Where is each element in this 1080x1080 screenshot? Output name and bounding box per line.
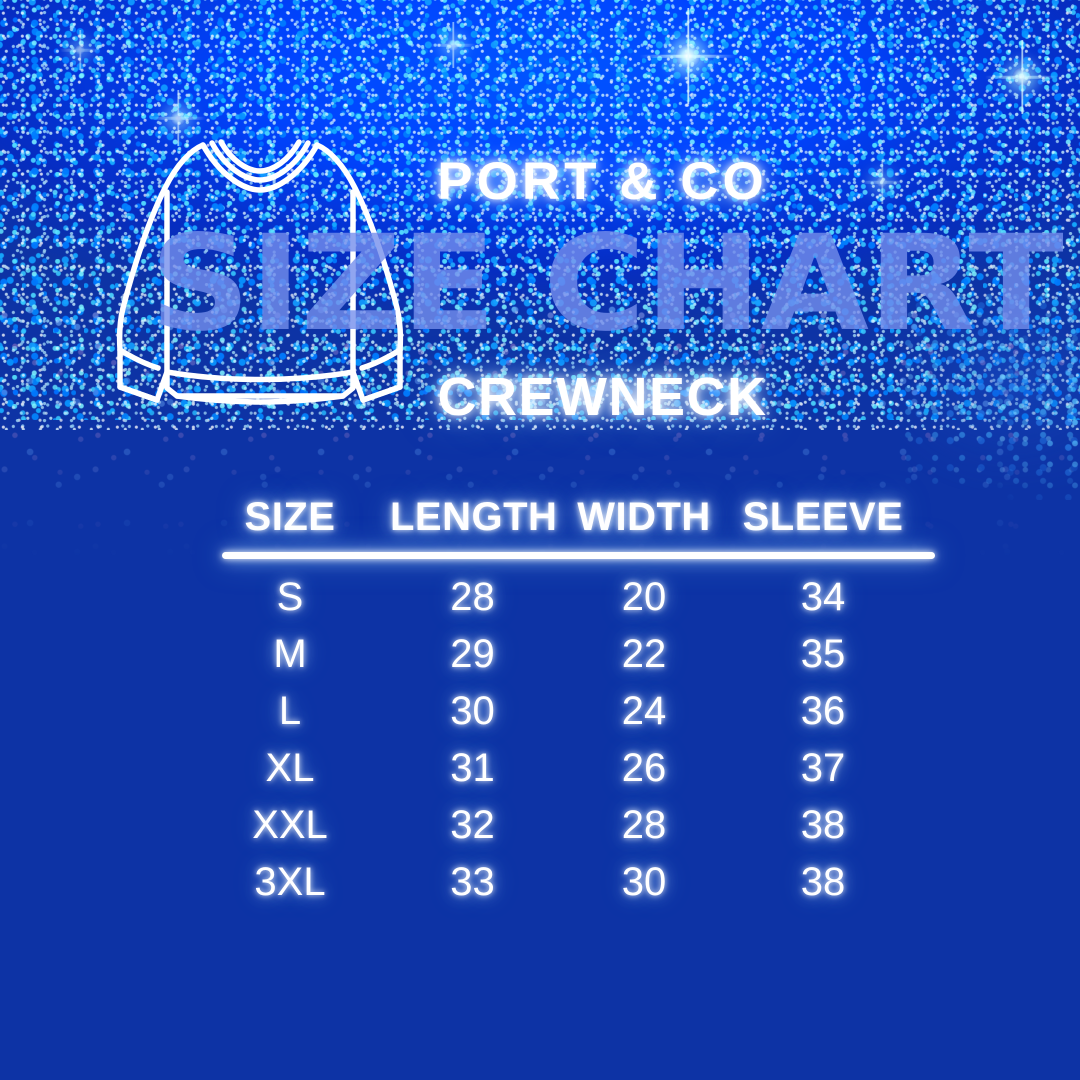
size-chart-table: SIZE LENGTH WIDTH SLEEVE S 28 20 34 M 29… (190, 495, 935, 904)
cell-length: 28 (450, 574, 495, 619)
table-body: S 28 20 34 M 29 22 35 L 30 24 36 XL 31 2… (190, 568, 930, 910)
column-header-sleeve: SLEEVE (742, 495, 904, 539)
sparkle-star-icon (640, 8, 736, 104)
crewneck-sweatshirt-icon (116, 139, 404, 405)
table-row: L 30 24 36 (190, 682, 930, 739)
cell-width: 24 (621, 688, 667, 733)
cell-width: 20 (621, 574, 667, 619)
table-row: M 29 22 35 (190, 625, 930, 682)
table-row: 3XL 33 30 38 (190, 853, 930, 910)
cell-length: 33 (450, 859, 495, 904)
cell-size: XXL (252, 802, 328, 847)
cell-sleeve: 38 (800, 859, 846, 904)
header-divider (222, 552, 935, 559)
cell-length: 30 (450, 688, 495, 733)
cell-size: XL (265, 745, 315, 790)
cell-length: 29 (450, 631, 495, 676)
cell-sleeve: 35 (800, 631, 846, 676)
cell-sleeve: 37 (800, 745, 846, 790)
column-header-size: SIZE (244, 495, 336, 539)
cell-size: M (273, 631, 307, 676)
cell-width: 30 (621, 859, 667, 904)
brand-name: PORT & CO (437, 152, 768, 211)
page-title: SIZE CHART (149, 207, 1064, 361)
sparkle-star-icon (985, 40, 1059, 114)
table-row: XL 31 26 37 (190, 739, 930, 796)
table-row: XXL 32 28 38 (190, 796, 930, 853)
cell-width: 28 (621, 802, 667, 847)
sparkle-star-icon (430, 22, 476, 68)
column-header-width: WIDTH (577, 495, 711, 539)
cell-size: 3XL (254, 859, 326, 904)
cell-size: L (278, 688, 302, 733)
cell-length: 32 (450, 802, 495, 847)
column-header-length: LENGTH (390, 495, 558, 539)
cell-sleeve: 38 (800, 802, 846, 847)
sparkle-star-icon (60, 30, 100, 70)
product-type: CREWNECK (437, 367, 768, 427)
cell-size: S (276, 574, 304, 619)
table-header-row: SIZE LENGTH WIDTH SLEEVE (190, 495, 930, 539)
cell-length: 31 (450, 745, 495, 790)
cell-sleeve: 36 (800, 688, 846, 733)
table-row: S 28 20 34 (190, 568, 930, 625)
cell-sleeve: 34 (800, 574, 846, 619)
cell-width: 22 (621, 631, 667, 676)
cell-width: 26 (621, 745, 667, 790)
